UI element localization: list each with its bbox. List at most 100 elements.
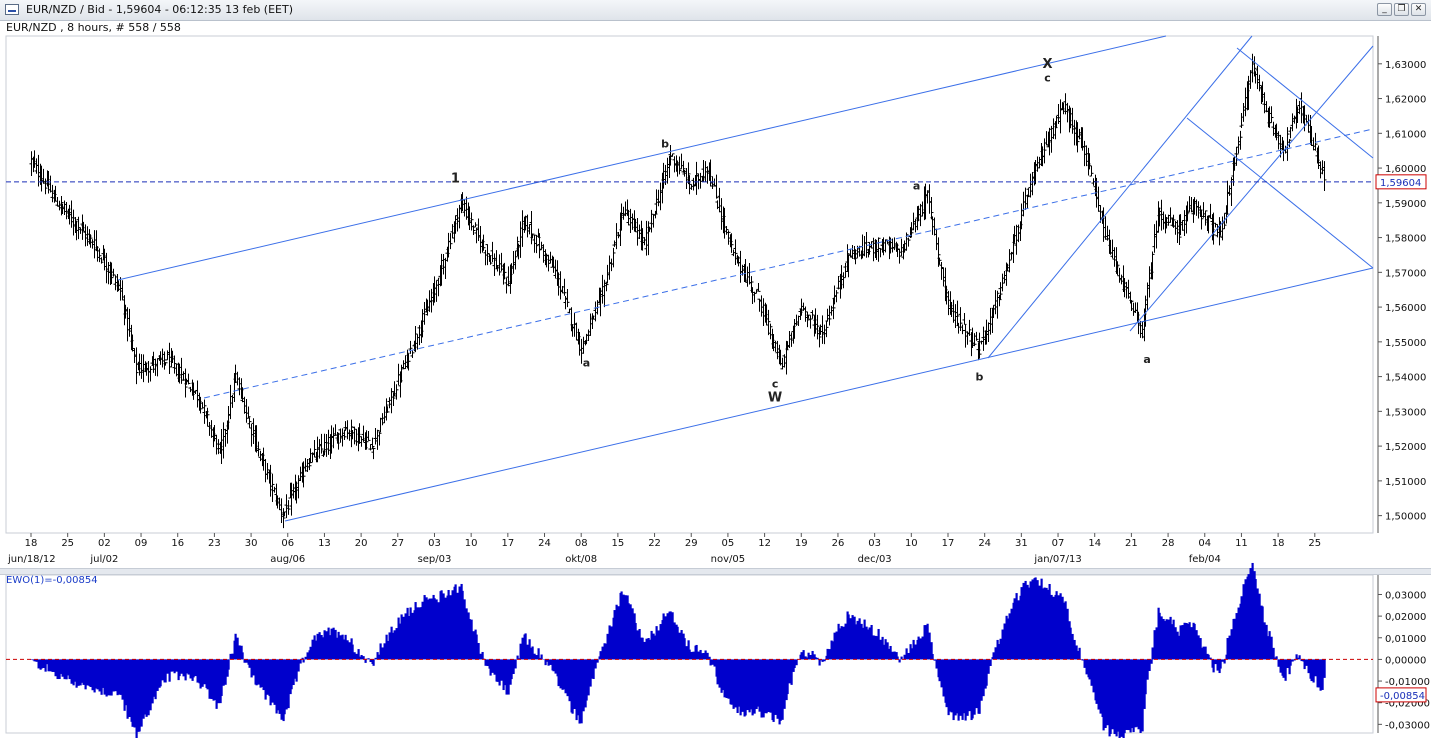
- oscillator-bar: [802, 650, 805, 660]
- oscillator-bar: [891, 651, 894, 660]
- oscillator-bar: [149, 659, 152, 711]
- oscillator-tick-label: -0,01000: [1385, 677, 1430, 688]
- oscillator-bar: [1036, 580, 1039, 660]
- oscillator-bar: [1223, 659, 1226, 664]
- restore-button[interactable]: ❐: [1394, 3, 1409, 16]
- oscillator-bar: [1071, 633, 1074, 660]
- time-tick-label: 25: [61, 538, 74, 549]
- oscillator-bar: [1123, 659, 1126, 734]
- oscillator-bar: [142, 659, 145, 719]
- window-title: EUR/NZD / Bid - 1,59604 - 06:12:35 13 fe…: [26, 3, 293, 16]
- oscillator-bar: [178, 659, 181, 677]
- oscillator-bar: [1286, 659, 1289, 669]
- oscillator-bar: [1197, 635, 1200, 660]
- oscillator-bar: [1235, 613, 1238, 660]
- oscillator-bar: [166, 659, 169, 674]
- oscillator-bar: [1055, 591, 1058, 660]
- oscillator-bar: [1104, 659, 1107, 728]
- oscillator-bar: [599, 651, 602, 660]
- oscillator-bar: [1008, 613, 1011, 660]
- oscillator-bar: [987, 659, 990, 674]
- oscillator-bar: [720, 659, 723, 693]
- oscillator-value-box: [1375, 687, 1427, 703]
- oscillator-bar: [451, 590, 454, 660]
- oscillator-bar: [470, 619, 473, 660]
- oscillator-bar: [688, 649, 691, 660]
- oscillator-bar: [196, 659, 199, 683]
- fork-line-d: [1186, 117, 1374, 269]
- chart-subtitle: EUR/NZD , 8 hours, # 558 / 558: [6, 21, 181, 34]
- oscillator-bar: [1038, 585, 1041, 660]
- time-tick-label: 17: [501, 538, 514, 549]
- oscillator-bar: [316, 633, 319, 660]
- oscillator-bar: [1263, 622, 1266, 660]
- oscillator-bar: [89, 659, 92, 687]
- oscillator-bar: [727, 659, 730, 699]
- time-tick-label: 02: [98, 538, 111, 549]
- current-price-label: 1,59604: [1380, 178, 1421, 189]
- oscillator-bar: [40, 659, 43, 669]
- oscillator-bar: [75, 659, 78, 688]
- oscillator-bar: [545, 659, 548, 662]
- oscillator-bar: [82, 659, 85, 685]
- minimize-button[interactable]: _: [1377, 3, 1392, 16]
- fork-line-b: [1129, 45, 1374, 332]
- oscillator-bar: [723, 659, 726, 698]
- oscillator-bar: [992, 652, 995, 660]
- oscillator-bar: [381, 647, 384, 660]
- oscillator-bar: [393, 630, 396, 660]
- oscillator-bar: [582, 659, 585, 712]
- oscillator-bar: [676, 626, 679, 660]
- oscillator-bar: [1024, 580, 1027, 660]
- oscillator-bar: [227, 659, 230, 670]
- oscillator-bar: [748, 659, 751, 713]
- oscillator-bar: [171, 659, 174, 672]
- current-price-box: [1375, 174, 1427, 190]
- oscillator-bar: [430, 598, 433, 660]
- oscillator-bar: [383, 643, 386, 660]
- oscillator-bar: [1069, 627, 1072, 660]
- oscillator-bar: [397, 617, 400, 660]
- oscillator-bar: [1228, 635, 1231, 660]
- oscillator-bar: [746, 659, 749, 711]
- oscillator-plot-frame: [5, 574, 1374, 734]
- time-tick-label: 31: [1015, 538, 1028, 549]
- oscillator-bar: [194, 659, 197, 677]
- oscillator-bar: [666, 613, 669, 660]
- oscillator-bar: [241, 652, 244, 660]
- oscillator-bar: [1153, 630, 1156, 660]
- oscillator-bar: [575, 659, 578, 721]
- oscillator-bar: [1050, 594, 1053, 660]
- oscillator-bar: [1284, 659, 1287, 681]
- oscillator-bar: [334, 629, 337, 660]
- oscillator-bar: [760, 659, 763, 718]
- oscillator-bar: [924, 625, 927, 660]
- oscillator-bar: [61, 659, 64, 677]
- oscillator-bar: [842, 626, 845, 660]
- oscillator-bar: [458, 586, 461, 660]
- oscillator-bar: [1319, 659, 1322, 691]
- time-tick-label: 17: [942, 538, 955, 549]
- close-button[interactable]: ✕: [1411, 3, 1426, 16]
- oscillator-bar: [1137, 659, 1140, 730]
- oscillator-bar: [531, 646, 534, 660]
- oscillator-bar: [491, 659, 494, 673]
- oscillator-bar: [374, 657, 377, 660]
- oscillator-bar: [1216, 659, 1219, 671]
- oscillator-bar: [813, 654, 816, 660]
- oscillator-bar: [1181, 625, 1184, 660]
- oscillator-bar: [828, 649, 831, 660]
- oscillator-bar: [1186, 623, 1189, 660]
- date-axis-label: okt/08: [565, 554, 597, 565]
- oscillator-bar: [1254, 579, 1257, 660]
- oscillator-bar: [1085, 659, 1088, 675]
- oscillator-bar: [959, 659, 962, 716]
- oscillator-bar: [500, 659, 503, 681]
- oscillator-bar: [1041, 588, 1044, 660]
- oscillator-tick-label: 0,03000: [1385, 590, 1426, 601]
- oscillator-bar: [1139, 659, 1142, 733]
- oscillator-bar: [769, 659, 772, 713]
- oscillator-bar: [564, 659, 567, 694]
- oscillator-bar: [1282, 659, 1285, 678]
